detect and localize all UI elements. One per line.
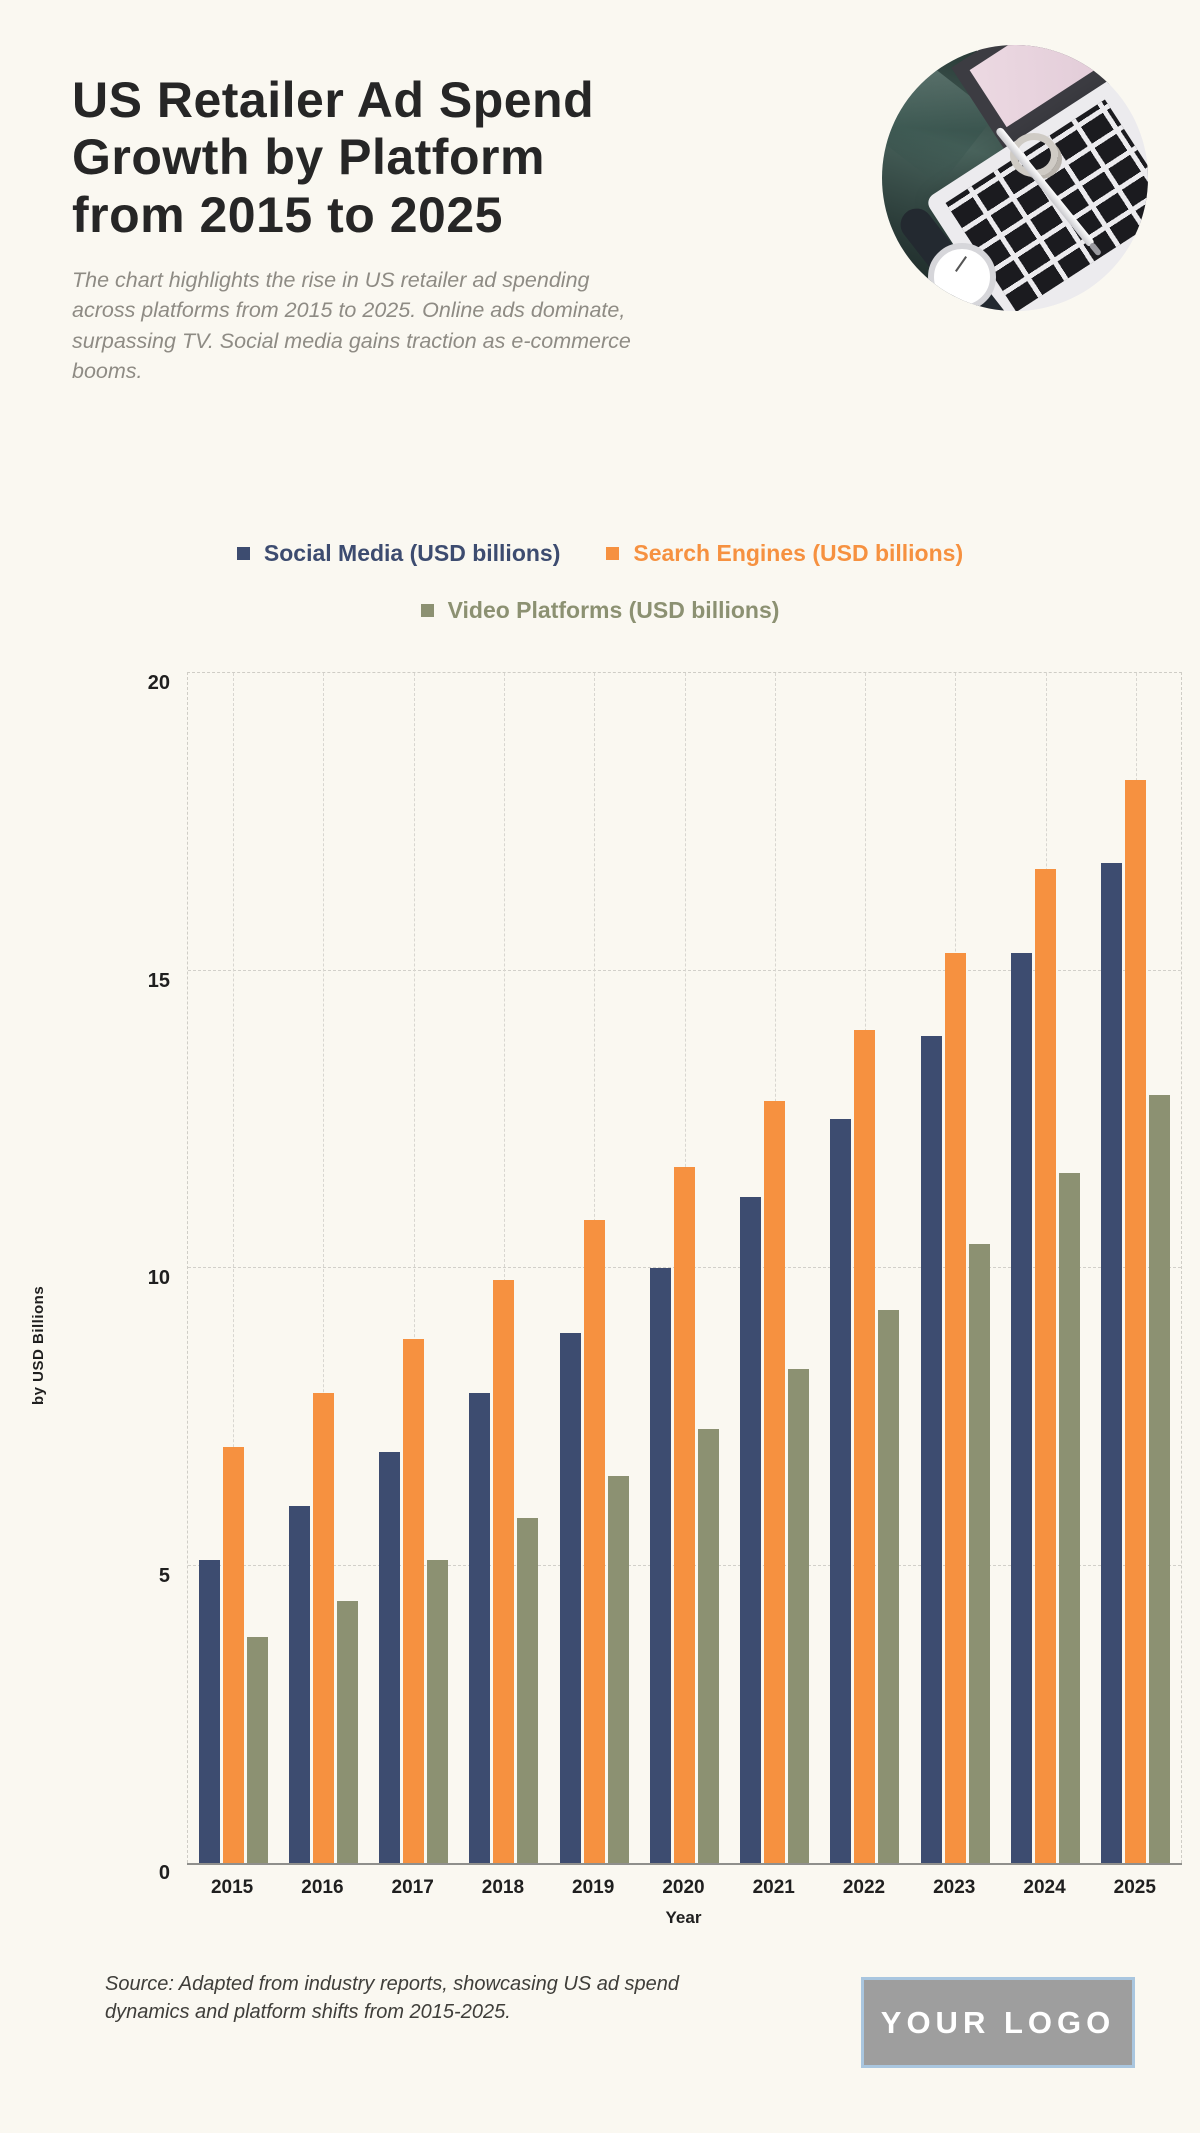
bar-2017-social	[379, 1452, 401, 1863]
bar-group-2022	[820, 673, 910, 1863]
bar-group-2019	[549, 673, 639, 1863]
bar-group-2024	[1000, 673, 1090, 1863]
bar-group-2023	[910, 673, 1000, 1863]
legend-marker-icon	[606, 547, 620, 560]
bar-group-2025	[1091, 673, 1181, 1863]
desk-photo	[882, 45, 1148, 311]
logo-placeholder: YOUR LOGO	[861, 1977, 1135, 2068]
gridline-x-2015	[233, 673, 235, 1863]
watch-face-image	[928, 243, 996, 311]
bar-groups	[188, 673, 1181, 1863]
bar-2021-social	[740, 1196, 762, 1863]
bar-2020-social	[649, 1268, 671, 1863]
bar-group-2016	[278, 673, 368, 1863]
bar-2016-search	[312, 1392, 334, 1863]
legend-item-1: Search Engines (USD billions)	[606, 540, 963, 567]
y-tick-5: 5	[158, 1564, 170, 1587]
bar-2015-video	[246, 1636, 268, 1863]
legend-label: Search Engines (USD billions)	[633, 540, 964, 566]
bar-group-2018	[459, 673, 549, 1863]
bar-2015-social	[198, 1559, 220, 1863]
bar-2023-search	[944, 952, 966, 1863]
x-tick-2019: 2019	[572, 1877, 615, 1898]
bar-2021-video	[788, 1369, 810, 1863]
bar-group-2017	[369, 673, 459, 1863]
x-tick-2022: 2022	[842, 1877, 886, 1898]
x-tick-2021: 2021	[752, 1877, 795, 1898]
gridline-x-2017	[413, 673, 415, 1863]
bar-2023-social	[920, 1035, 942, 1863]
x-tick-2015: 2015	[210, 1877, 254, 1898]
legend-item-2: Video Platforms (USD billions)	[420, 597, 780, 624]
bar-group-2015	[188, 673, 278, 1863]
bar-2025-search	[1125, 780, 1147, 1863]
y-tick-10: 10	[147, 1267, 170, 1289]
bar-group-2021	[730, 673, 820, 1863]
x-tick-2018: 2018	[481, 1877, 525, 1898]
chart-legend: Social Media (USD billions) Search Engine…	[100, 540, 1100, 624]
x-axis-ticks: 2015 2016 2017 2018 2019 2020 2021 2022 2023 2024…	[187, 1877, 1180, 1899]
x-tick-2020: 2020	[662, 1877, 705, 1898]
bar-2022-search	[854, 1030, 876, 1863]
y-tick-20: 20	[147, 672, 170, 694]
x-tick-2017: 2017	[391, 1877, 434, 1898]
bar-2025-video	[1149, 1095, 1171, 1863]
bar-2022-video	[878, 1309, 900, 1863]
plot-area	[187, 672, 1182, 1865]
legend-item-0: Social Media (USD billions)	[236, 540, 561, 567]
bar-2018-social	[469, 1392, 491, 1863]
y-axis-label: by USD Billions	[30, 1285, 47, 1405]
bar-2019-video	[607, 1476, 629, 1863]
page-title: US Retailer Ad Spend Growth by Platform …	[72, 71, 595, 243]
bar-2019-social	[559, 1333, 581, 1863]
chart-description: The chart highlights the rise in US reta…	[72, 267, 631, 384]
bar-2024-social	[1011, 952, 1033, 1863]
x-tick-2024: 2024	[1023, 1877, 1066, 1898]
bar-2017-video	[427, 1559, 449, 1863]
bar-2025-social	[1101, 863, 1123, 1863]
gridline-x-2018	[503, 673, 505, 1863]
bar-2024-video	[1059, 1172, 1081, 1863]
bar-2020-video	[697, 1428, 719, 1863]
bar-2020-search	[673, 1166, 695, 1863]
gridline-x-2016	[323, 673, 325, 1863]
x-tick-2025: 2025	[1113, 1877, 1156, 1898]
bar-group-2020	[639, 673, 729, 1863]
bar-2015-search	[222, 1446, 244, 1863]
bar-2024-search	[1035, 869, 1057, 1863]
bar-2019-search	[583, 1220, 605, 1863]
legend-marker-icon	[236, 547, 250, 560]
bar-2021-search	[764, 1101, 786, 1863]
x-axis-label: Year	[665, 1908, 702, 1927]
bar-2023-video	[968, 1244, 990, 1863]
x-tick-2023: 2023	[933, 1877, 976, 1898]
bar-2016-social	[288, 1506, 310, 1863]
y-tick-15: 15	[147, 969, 170, 992]
bar-2022-social	[830, 1119, 852, 1863]
y-tick-0: 0	[158, 1862, 170, 1884]
bar-2018-video	[517, 1517, 539, 1863]
bar-2018-search	[493, 1279, 515, 1863]
logo-text: YOUR LOGO	[880, 2004, 1116, 2040]
bar-2017-search	[403, 1339, 425, 1863]
legend-label: Video Platforms (USD billions)	[447, 597, 780, 623]
bar-2016-video	[336, 1601, 358, 1863]
x-axis-line	[187, 1863, 1182, 1865]
legend-marker-icon	[420, 604, 434, 617]
legend-label: Social Media (USD billions)	[263, 540, 561, 566]
x-tick-2016: 2016	[301, 1877, 344, 1898]
source-note: Source: Adapted from industry reports, s…	[105, 1973, 680, 2024]
